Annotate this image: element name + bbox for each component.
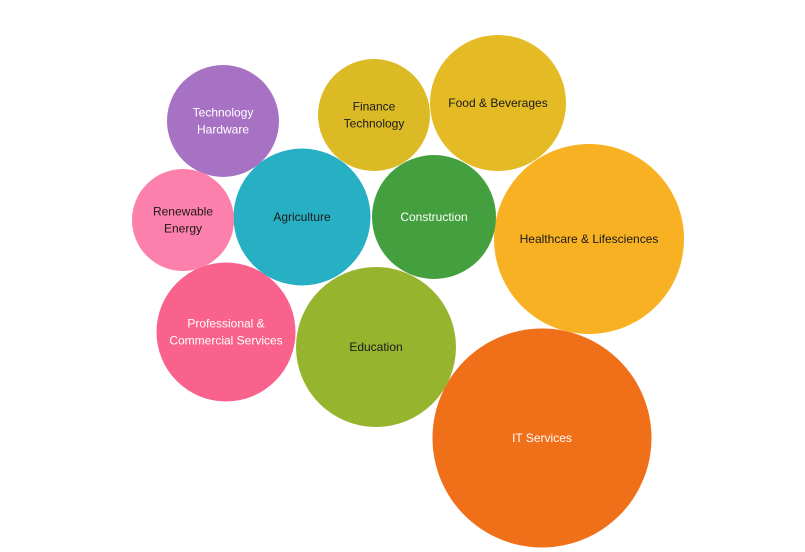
bubble-technology-hardware[interactable] bbox=[167, 65, 279, 177]
bubble-label-education: Education bbox=[349, 340, 402, 354]
bubble-label-line: Energy bbox=[164, 222, 202, 236]
bubble-education[interactable] bbox=[296, 267, 456, 427]
bubble-label-line: Professional & bbox=[187, 317, 264, 331]
bubble-finance-technology[interactable] bbox=[318, 59, 430, 171]
bubble-label-food-and-beverages: Food & Beverages bbox=[448, 96, 547, 110]
bubble-label-line: Agriculture bbox=[273, 210, 331, 224]
bubble-label-line: Technology bbox=[344, 117, 405, 131]
bubble-label-line: Technology bbox=[193, 106, 254, 120]
bubble-label-line: Construction bbox=[400, 210, 467, 224]
bubble-label-line: Food & Beverages bbox=[448, 96, 547, 110]
bubble-label-renewable-energy: Renewable Energy bbox=[153, 205, 213, 236]
bubble-label-line: Renewable bbox=[153, 205, 213, 219]
bubble-label-finance-technology: Finance Technology bbox=[344, 100, 405, 131]
bubble-label-construction: Construction bbox=[400, 210, 467, 224]
bubble-label-line: Education bbox=[349, 340, 402, 354]
bubble-label-agriculture: Agriculture bbox=[273, 210, 331, 224]
bubble-label-technology-hardware: Technology Hardware bbox=[193, 106, 254, 137]
bubble-professional-and-commercial-services[interactable] bbox=[156, 262, 296, 402]
bubble-it-services[interactable] bbox=[432, 328, 652, 548]
bubble-renewable-energy[interactable] bbox=[132, 169, 234, 271]
bubble-label-professional-and-commercial-services: Professional & Commercial Services bbox=[169, 317, 282, 348]
bubble-label-line: Finance bbox=[353, 100, 396, 114]
bubble-agriculture[interactable] bbox=[233, 148, 371, 286]
bubble-construction[interactable] bbox=[372, 155, 496, 279]
bubble-label-line: IT Services bbox=[512, 431, 572, 445]
bubble-label-it-services: IT Services bbox=[512, 431, 572, 445]
bubble-label-line: Commercial Services bbox=[169, 334, 282, 348]
bubble-healthcare-and-lifesciences[interactable] bbox=[494, 144, 684, 334]
bubble-label-line: Healthcare & Lifesciences bbox=[520, 232, 659, 246]
bubble-label-healthcare-and-lifesciences: Healthcare & Lifesciences bbox=[520, 232, 659, 246]
bubble-label-line: Hardware bbox=[197, 123, 249, 137]
bubble-food-and-beverages[interactable] bbox=[430, 35, 566, 171]
